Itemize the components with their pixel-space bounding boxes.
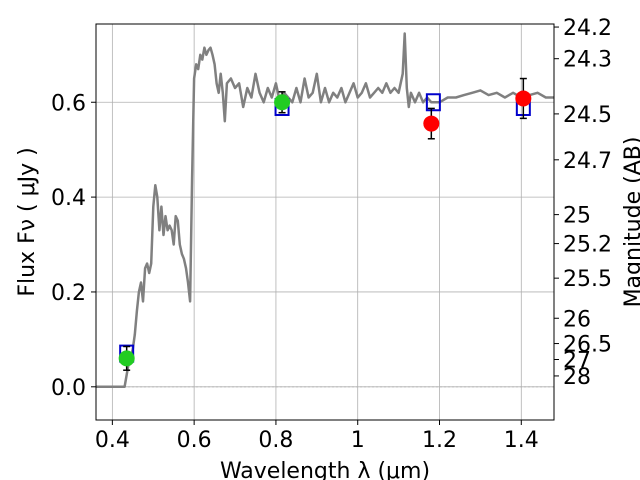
y2-tick-label: 24.5 xyxy=(563,103,612,128)
observed-photometry-point xyxy=(274,94,291,111)
photometry-series xyxy=(118,77,532,371)
sed-model-line xyxy=(96,32,554,389)
y2-axis-label: Magnitude (AB) xyxy=(621,137,640,308)
y-axis-label: Flux Fν ( μJy ) xyxy=(15,147,40,296)
y2-tick-label: 25.2 xyxy=(563,233,612,258)
observed-photometry-point xyxy=(423,115,440,132)
y2-tick-label: 26.5 xyxy=(563,333,612,358)
y-tick-label: 0.4 xyxy=(51,186,86,211)
x-tick-label: 0.6 xyxy=(177,428,212,453)
x-tick-label: 1.4 xyxy=(504,428,539,453)
y-tick-label: 0.2 xyxy=(51,281,86,306)
y2-tick-label: 28 xyxy=(563,365,591,390)
y2-tick-label: 24.7 xyxy=(563,149,612,174)
y2-tick-label: 26 xyxy=(563,307,591,332)
model-photometry-square xyxy=(425,93,441,112)
y2-tick-label: 25 xyxy=(563,204,591,229)
x-tick-label: 0.8 xyxy=(258,428,293,453)
y-axis-ticks: 0.0 0.2 0.4 0.6 xyxy=(51,91,96,401)
observed-photometry-point xyxy=(515,90,532,107)
sed-model-series xyxy=(96,32,554,389)
plot-frame xyxy=(95,23,555,421)
y-tick-label: 0.0 xyxy=(51,376,86,401)
x-tick-label: 1.2 xyxy=(422,428,457,453)
x-tick-label: 0.4 xyxy=(95,428,130,453)
x-tick-label: 1 xyxy=(351,428,365,453)
y2-tick-label: 27 xyxy=(563,349,591,374)
y2-tick-label: 24.3 xyxy=(563,48,612,73)
x-axis-ticks: 0.4 0.6 0.8 1 1.2 1.4 xyxy=(95,420,539,453)
y2-tick-label: 24.2 xyxy=(563,16,612,41)
y2-tick-label: 25.5 xyxy=(563,267,612,292)
x-axis-label: Wavelength λ (μm) xyxy=(220,459,430,480)
observed-photometry-point xyxy=(118,350,135,367)
y-tick-label: 0.6 xyxy=(51,91,86,116)
